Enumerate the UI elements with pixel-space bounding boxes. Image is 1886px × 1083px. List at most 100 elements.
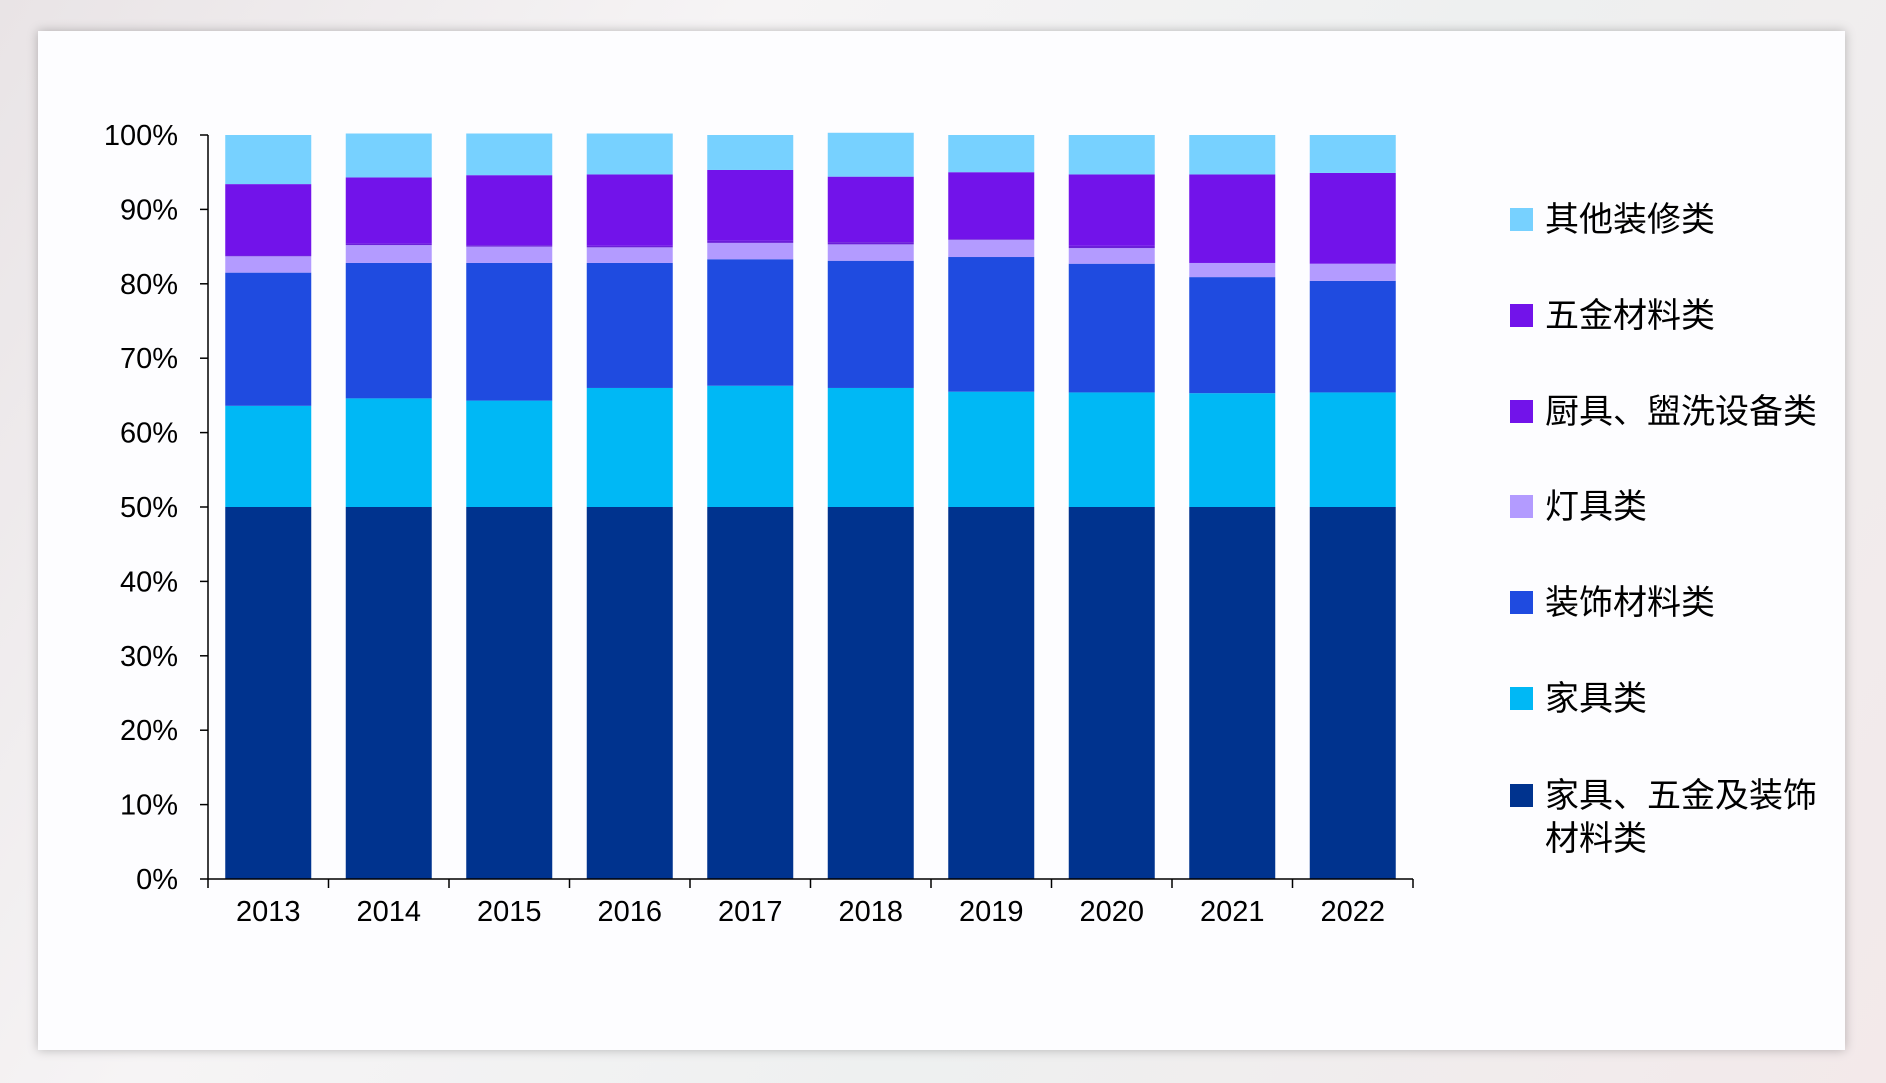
bar-segment-2018-4 xyxy=(827,242,914,245)
bar-segment-2013-0 xyxy=(225,507,312,879)
bar-segment-2020-5 xyxy=(1068,174,1155,246)
bar-segment-2014-1 xyxy=(345,398,432,507)
legend-label: 灯具类 xyxy=(1545,487,1647,527)
legend-swatch xyxy=(1510,304,1533,327)
bar-segment-2020-0 xyxy=(1068,507,1155,879)
bar-segment-2020-3 xyxy=(1068,248,1155,264)
bar-segment-2020-2 xyxy=(1068,263,1155,393)
bar-segment-2017-3 xyxy=(707,242,794,260)
bar-segment-2022-5 xyxy=(1309,172,1396,264)
bar-segment-2014-4 xyxy=(345,243,432,246)
bar-segment-2016-1 xyxy=(586,387,673,507)
chart-card: 2013 2014 2015 2016 2017 2018 2019 2020 2021 2022… xyxy=(38,31,1845,1050)
bar-segment-2017-2 xyxy=(707,259,794,386)
legend-item: 灯具类 xyxy=(1510,486,1850,529)
bar-segment-2013-4 xyxy=(225,255,312,257)
bar-segment-2021-5 xyxy=(1189,174,1276,263)
y-tick-label: 30% xyxy=(120,641,178,673)
bar-segment-2015-3 xyxy=(466,246,553,263)
bar-segment-2019-2 xyxy=(948,257,1035,392)
bar-segment-2022-6 xyxy=(1309,135,1396,173)
bar-segment-2017-1 xyxy=(707,385,794,507)
x-tick-label: 2014 xyxy=(356,896,421,928)
bar-segment-2015-6 xyxy=(466,133,553,176)
bar-segment-2020-6 xyxy=(1068,135,1155,175)
bar-segment-2016-2 xyxy=(586,262,673,388)
y-tick-label: 40% xyxy=(120,566,178,598)
bar-segment-2016-4 xyxy=(586,245,673,248)
legend-swatch xyxy=(1510,208,1533,231)
legend-label: 家具、五金及装饰材料类 xyxy=(1545,776,1817,859)
x-tick-label: 2013 xyxy=(236,896,301,928)
bar-segment-2015-2 xyxy=(466,262,553,401)
bar-segment-2015-4 xyxy=(466,245,553,247)
legend-swatch xyxy=(1510,400,1533,423)
legend-swatch xyxy=(1510,591,1533,614)
x-tick-label: 2018 xyxy=(838,896,903,928)
x-tick-label: 2017 xyxy=(718,896,783,928)
bar-segment-2017-5 xyxy=(707,169,794,241)
bar-segment-2022-2 xyxy=(1309,280,1396,393)
bar-segment-2019-3 xyxy=(948,239,1035,258)
x-tick-label: 2022 xyxy=(1320,896,1385,928)
bar-segment-2021-0 xyxy=(1189,507,1276,879)
y-tick-label: 70% xyxy=(120,343,178,375)
y-tick-label: 10% xyxy=(120,790,178,822)
legend-swatch xyxy=(1510,784,1533,807)
bar-segment-2013-1 xyxy=(225,405,312,507)
legend-swatch xyxy=(1510,495,1533,518)
stacked-bar-chart: 2013 2014 2015 2016 2017 2018 2019 2020 2021 2022… xyxy=(104,120,1414,928)
y-tick-label: 0% xyxy=(136,864,178,896)
bar-segment-2018-2 xyxy=(827,260,914,388)
bar-segment-2019-5 xyxy=(948,172,1035,240)
bar-segment-2019-0 xyxy=(948,507,1035,879)
bar-segment-2015-5 xyxy=(466,175,553,246)
legend-item: 装饰材料类 xyxy=(1510,582,1850,625)
bar-segment-2019-6 xyxy=(948,135,1035,173)
bar-segment-2019-1 xyxy=(948,391,1035,507)
bar-segment-2021-6 xyxy=(1189,135,1276,175)
x-tick-label: 2021 xyxy=(1200,896,1265,928)
bar-segment-2016-0 xyxy=(586,507,673,879)
bar-segment-2017-4 xyxy=(707,240,794,243)
bar-segment-2014-3 xyxy=(345,245,432,263)
bar-segment-2014-2 xyxy=(345,262,432,399)
legend-item: 家具、五金及装饰材料类 xyxy=(1510,775,1850,861)
legend-item: 家具类 xyxy=(1510,678,1850,721)
bar-segment-2018-6 xyxy=(827,132,914,177)
bar-segment-2022-3 xyxy=(1309,263,1396,281)
legend-label: 厨具、盥洗设备类 xyxy=(1545,392,1817,432)
bar-segment-2016-5 xyxy=(586,174,673,246)
bar-segment-2017-0 xyxy=(707,507,794,879)
bar-segment-2018-3 xyxy=(827,244,914,261)
legend-label: 其他装修类 xyxy=(1545,200,1715,240)
bar-segment-2016-3 xyxy=(586,247,673,263)
bar-segment-2021-2 xyxy=(1189,277,1276,394)
bar-segment-2018-1 xyxy=(827,387,914,507)
bar-segment-2013-5 xyxy=(225,184,312,256)
legend-swatch xyxy=(1510,687,1533,710)
legend-label: 五金材料类 xyxy=(1545,296,1715,336)
y-tick-label: 100% xyxy=(104,120,178,152)
bar-segment-2020-4 xyxy=(1068,245,1155,249)
legend-item: 厨具、盥洗设备类 xyxy=(1510,391,1850,434)
bar-segment-2020-1 xyxy=(1068,392,1155,507)
y-tick-label: 50% xyxy=(120,492,178,524)
legend-item: 五金材料类 xyxy=(1510,295,1850,338)
bar-segment-2021-1 xyxy=(1189,393,1276,507)
bar-segment-2019-4 xyxy=(948,239,1035,240)
bar-segment-2014-0 xyxy=(345,507,432,879)
x-tick-label: 2020 xyxy=(1079,896,1144,928)
bar-segment-2015-1 xyxy=(466,400,553,507)
y-tick-label: 20% xyxy=(120,715,178,747)
y-tick-label: 80% xyxy=(120,269,178,301)
x-tick-label: 2019 xyxy=(959,896,1024,928)
bar-segment-2014-6 xyxy=(345,133,432,178)
bar-segment-2018-0 xyxy=(827,507,914,879)
bar-segment-2013-3 xyxy=(225,256,312,273)
bar-segment-2013-2 xyxy=(225,272,312,406)
legend-label: 装饰材料类 xyxy=(1545,583,1715,623)
legend-label: 家具类 xyxy=(1545,679,1647,719)
bar-segment-2021-3 xyxy=(1189,262,1276,278)
bar-segment-2013-6 xyxy=(225,135,312,185)
